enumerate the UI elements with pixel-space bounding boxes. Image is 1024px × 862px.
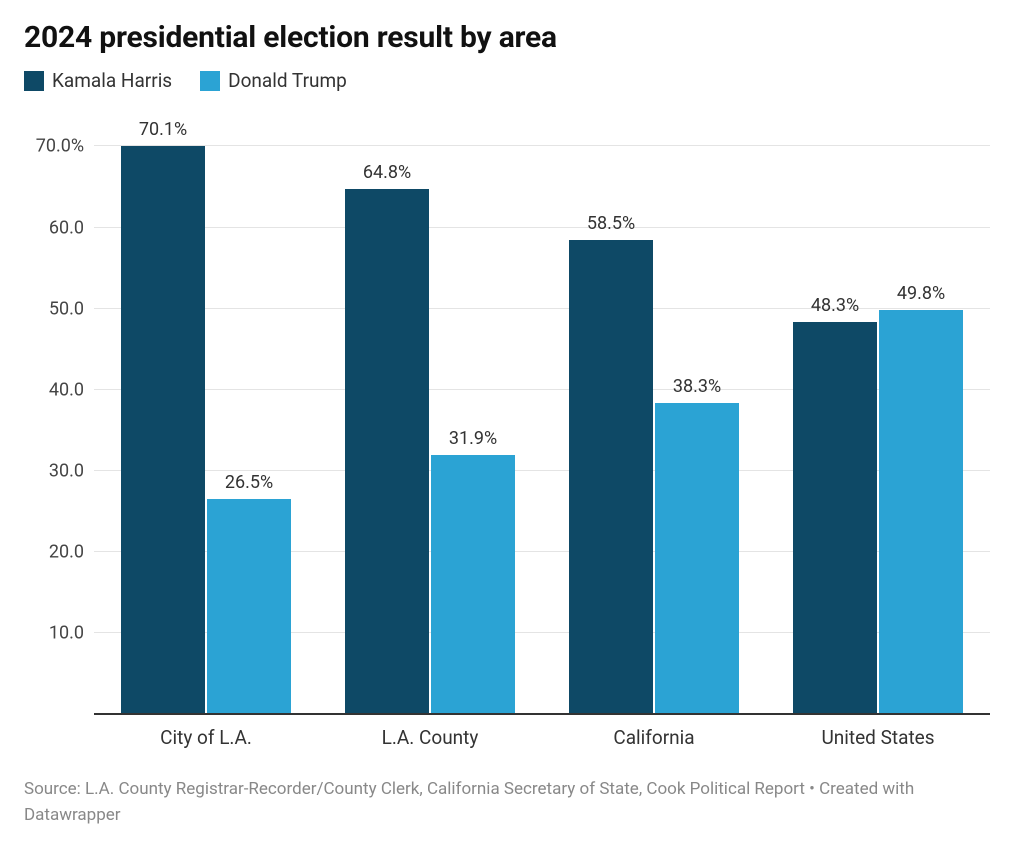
bar-group: 70.1%26.5% xyxy=(94,114,318,714)
bar-value-label: 70.1% xyxy=(139,119,187,140)
legend-item: Donald Trump xyxy=(200,69,347,92)
legend: Kamala Harris Donald Trump xyxy=(24,69,1000,92)
x-tick-label: California xyxy=(542,726,766,749)
plot-area: 70.0%60.050.040.030.020.010.0 70.1%26.5%… xyxy=(94,114,990,714)
bar: 58.5% xyxy=(569,240,653,714)
y-tick-label: 60.0 xyxy=(49,217,94,238)
bar-group: 48.3%49.8% xyxy=(766,114,990,714)
plot: 70.0%60.050.040.030.020.010.0 70.1%26.5%… xyxy=(94,114,990,714)
bar: 49.8% xyxy=(879,310,963,714)
source-footer: Source: L.A. County Registrar-Recorder/C… xyxy=(24,777,1000,828)
chart-title: 2024 presidential election result by are… xyxy=(24,20,1000,55)
bar-group: 64.8%31.9% xyxy=(318,114,542,714)
y-tick-label: 20.0 xyxy=(49,541,94,562)
legend-label: Kamala Harris xyxy=(52,69,172,92)
chart-container: 2024 presidential election result by are… xyxy=(0,0,1024,862)
legend-swatch xyxy=(200,71,220,91)
bar-value-label: 48.3% xyxy=(811,295,859,316)
x-axis-labels: City of L.A.L.A. CountyCaliforniaUnited … xyxy=(94,726,990,749)
bar: 26.5% xyxy=(207,499,291,714)
bar: 64.8% xyxy=(345,189,429,714)
x-tick-label: City of L.A. xyxy=(94,726,318,749)
bar-value-label: 26.5% xyxy=(225,472,273,493)
x-tick-label: United States xyxy=(766,726,990,749)
y-tick-label: 30.0 xyxy=(49,460,94,481)
y-tick-label: 40.0 xyxy=(49,379,94,400)
bar-value-label: 38.3% xyxy=(673,376,721,397)
y-tick-label: 50.0 xyxy=(49,298,94,319)
bar: 48.3% xyxy=(793,322,877,714)
legend-item: Kamala Harris xyxy=(24,69,172,92)
x-tick-label: L.A. County xyxy=(318,726,542,749)
bar-value-label: 31.9% xyxy=(449,428,497,449)
x-axis-line xyxy=(94,713,990,715)
bar-value-label: 58.5% xyxy=(587,213,635,234)
bar: 70.1% xyxy=(121,146,205,714)
bar: 38.3% xyxy=(655,403,739,714)
bar: 31.9% xyxy=(431,455,515,714)
legend-label: Donald Trump xyxy=(228,69,347,92)
y-tick-label: 70.0% xyxy=(36,136,94,157)
bar-groups: 70.1%26.5%64.8%31.9%58.5%38.3%48.3%49.8% xyxy=(94,114,990,714)
bar-value-label: 49.8% xyxy=(897,283,945,304)
bar-value-label: 64.8% xyxy=(363,162,411,183)
bar-group: 58.5%38.3% xyxy=(542,114,766,714)
legend-swatch xyxy=(24,71,44,91)
y-tick-label: 10.0 xyxy=(49,622,94,643)
